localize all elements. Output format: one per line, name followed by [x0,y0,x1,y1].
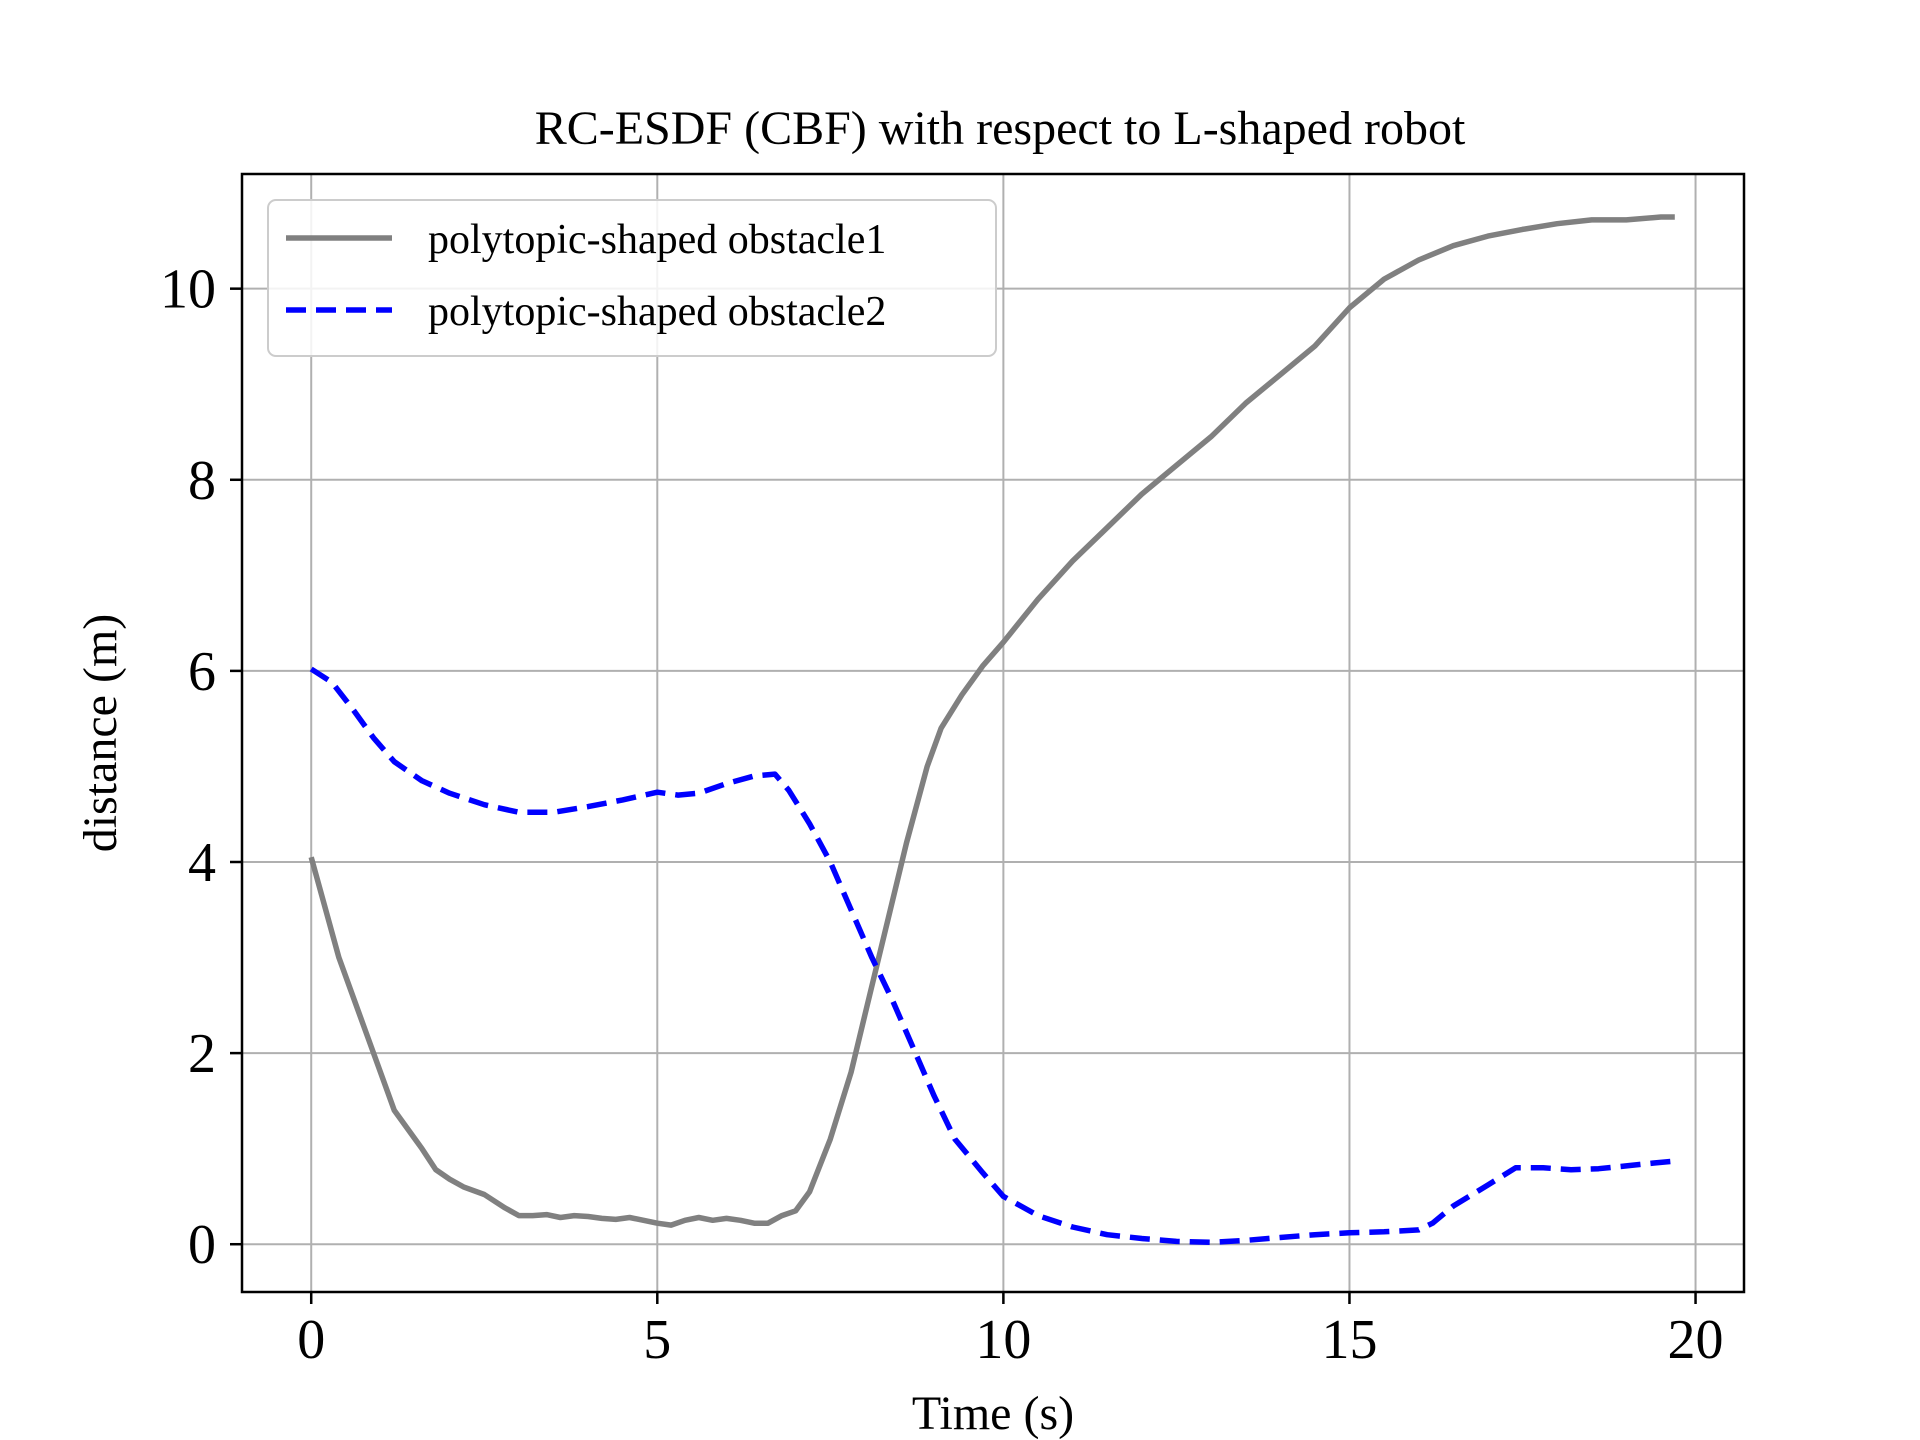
y-tick-label: 8 [188,450,216,512]
y-tick-label: 4 [188,832,216,894]
legend-label-2: polytopic-shaped obstacle2 [428,289,886,335]
series-line-2 [309,666,1676,1246]
x-tick-label: 5 [643,1309,671,1371]
y-tick-label: 2 [188,1023,216,1085]
plot-frame [240,172,1746,1294]
chart-title: RC-ESDF (CBF) with respect to L-shaped r… [535,102,1466,155]
axis-ticks: 0 5 10 15 20 0 2 4 6 8 10 [160,259,1724,1371]
legend: polytopic-shaped obstacle1 polytopic-shap… [267,199,997,357]
y-tick-label: 10 [160,259,216,321]
series-line-1 [308,214,1675,1228]
x-tick-label: 20 [1668,1309,1724,1371]
y-axis-label: distance (m) [74,614,127,853]
x-tick-label: 0 [297,1309,325,1371]
x-axis-label: Time (s) [912,1387,1074,1440]
legend-label-1: polytopic-shaped obstacle1 [428,217,886,263]
y-tick-label: 6 [188,641,216,703]
x-tick-label: 10 [975,1309,1031,1371]
x-tick-label: 15 [1321,1309,1377,1371]
legend-box [267,199,997,357]
plot-series [308,214,1676,1246]
y-tick-label: 0 [188,1214,216,1276]
